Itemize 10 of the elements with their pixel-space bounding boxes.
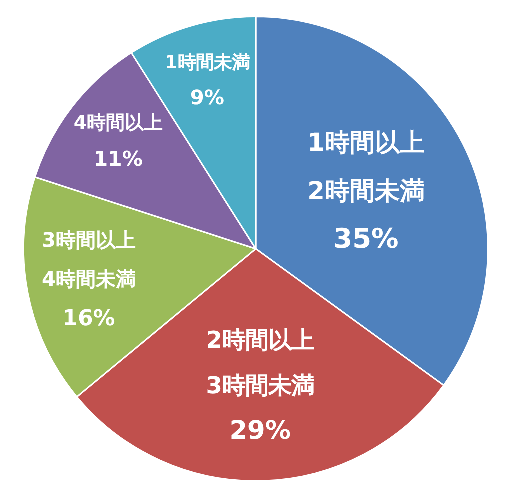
slice-label: 1時間以上 2時間未満 <box>308 128 425 206</box>
data-label: 16% <box>62 306 116 332</box>
slice-label: 4時間以上 <box>74 112 163 134</box>
slice-label: 1時間未満 <box>165 52 250 74</box>
slice-label: 2時間以上 3時間未満 <box>206 326 314 400</box>
slice-label: 3時間以上 4時間未満 <box>42 228 136 292</box>
data-label: 35% <box>334 224 399 256</box>
data-label: 9% <box>190 86 224 110</box>
data-label: 29% <box>230 416 291 446</box>
data-label: 11% <box>94 146 144 171</box>
